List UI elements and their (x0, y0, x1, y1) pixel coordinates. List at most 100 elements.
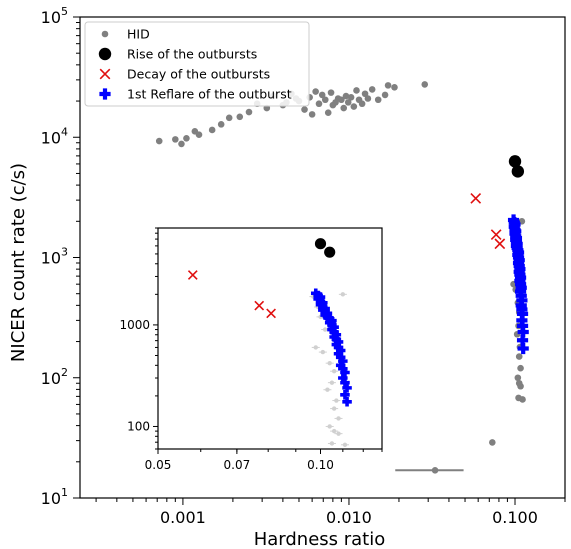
data-point (470, 193, 482, 204)
inset-data-point (338, 373, 348, 383)
series-2 (508, 155, 525, 178)
x-tick-label: 0.100 (492, 508, 538, 527)
data-point (301, 106, 308, 113)
inset-data-point (340, 292, 346, 297)
inset-data-point (331, 334, 342, 345)
inset-frame (157, 227, 383, 450)
data-point (516, 320, 529, 332)
data-point (225, 114, 233, 122)
legend-marker (101, 30, 109, 38)
data-point (431, 466, 439, 474)
inset-data-point (322, 327, 328, 332)
data-point (490, 229, 502, 240)
data-point (358, 100, 366, 108)
data-point (516, 308, 529, 320)
y-tick-base: 10 (41, 128, 61, 147)
inset-data-point (331, 406, 337, 411)
data-point (340, 104, 348, 112)
data-point (517, 364, 524, 372)
y-tick-exponent: 3 (61, 246, 68, 259)
y-tick-base: 10 (41, 249, 61, 268)
data-point (353, 87, 360, 94)
data-point (361, 90, 369, 98)
inset-data-point (325, 387, 330, 392)
inset-data-point (320, 310, 330, 320)
inset-plot: 0.05 0.07 0.10 100 1000 (119, 227, 383, 472)
inset-y-tick-label: 1000 (119, 318, 150, 332)
data-point (183, 135, 190, 142)
data-point (236, 113, 244, 121)
inset-data-marks (187, 238, 352, 447)
data-point (494, 238, 506, 250)
data-point (489, 439, 496, 446)
inset-data-point (333, 337, 344, 347)
data-point (368, 86, 376, 93)
x-axis-title: Hardness ratio (254, 529, 386, 549)
y-tick-base: 10 (41, 489, 61, 508)
inset-data-point (313, 345, 318, 350)
inset-data-point (327, 360, 332, 366)
inset-series-2 (314, 238, 336, 258)
inset-data-point (329, 322, 339, 332)
series-4 (507, 214, 529, 355)
inset-background (158, 228, 382, 449)
data-point (245, 108, 253, 116)
y-tick-label: 103 (41, 246, 68, 268)
data-point (195, 131, 203, 139)
data-point (391, 84, 398, 91)
inset-data-point (324, 246, 336, 258)
inset-x-tick-label: 0.07 (224, 458, 251, 472)
inset-data-point (266, 308, 276, 319)
y-tick-label: 101 (41, 486, 68, 508)
inset-series-3 (187, 270, 276, 319)
data-point (519, 396, 526, 403)
inset-data-point (340, 377, 350, 388)
y-axis-title: NICER count rate (c/s) (8, 163, 29, 362)
inset-x-tick-label: 0.10 (307, 458, 334, 472)
data-point (155, 137, 163, 145)
inset-data-point (324, 317, 335, 328)
data-point (421, 81, 429, 88)
inset-data-point (322, 312, 333, 322)
data-point (517, 342, 529, 355)
y-tick-exponent: 2 (61, 366, 68, 379)
inset-data-point (334, 398, 339, 403)
data-point (318, 91, 326, 99)
inset-data-point (340, 367, 350, 378)
data-point (308, 111, 316, 118)
inset-data-point (335, 360, 346, 371)
data-point (364, 95, 372, 102)
inset-data-point (310, 288, 321, 299)
data-point (312, 88, 319, 95)
inset-data-point (331, 369, 337, 374)
inset-data-point (336, 416, 341, 421)
legend-label: Rise of the outbursts (127, 47, 257, 62)
inset-data-point (329, 327, 339, 337)
data-point (344, 99, 352, 106)
inset-data-point (340, 390, 350, 400)
legend-label: HID (127, 27, 150, 42)
inset-data-point (338, 356, 348, 366)
inset-data-point (342, 397, 352, 407)
data-point (508, 155, 522, 168)
inset-data-point (327, 424, 332, 429)
data-point (342, 92, 350, 100)
inset-data-point (335, 345, 346, 356)
y-tick-label: 104 (41, 125, 68, 147)
data-point (321, 96, 329, 104)
inset-data-point (335, 352, 346, 363)
inset-data-point (187, 270, 198, 280)
y-tick-base: 10 (41, 369, 61, 388)
data-point (172, 136, 179, 143)
inset-data-point (342, 442, 348, 447)
y-tick-exponent: 5 (61, 5, 68, 18)
x-tick-label: 0.010 (326, 508, 372, 527)
inset-data-point (336, 431, 341, 436)
data-point (324, 109, 332, 117)
inset-data-point (315, 299, 326, 310)
inset-data-point (329, 380, 335, 385)
inset-data-point (329, 441, 335, 446)
y-tick-label: 105 (41, 5, 68, 27)
